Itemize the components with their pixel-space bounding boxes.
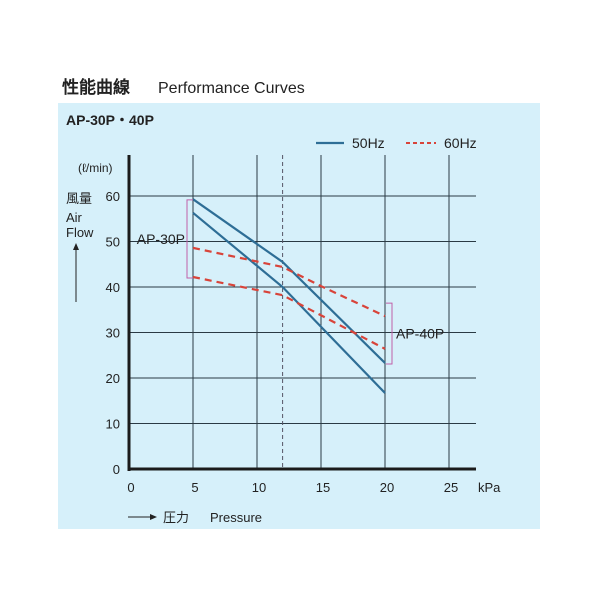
- chart-title: Performance Curves: [158, 80, 305, 97]
- axes: 0 10 20 30 40 50 60 0 5 10 15 20 25: [106, 155, 476, 495]
- x-label: Pressure: [210, 510, 262, 525]
- chart-subtitle: AP-30P・40P: [66, 112, 154, 128]
- y-label: Air Flow: [66, 210, 94, 240]
- x-tick-label: 25: [444, 480, 458, 495]
- y-tick-label: 60: [106, 189, 120, 204]
- y-label-jp: 風量: [66, 191, 92, 206]
- chart-title-jp: 性能曲線: [62, 77, 130, 97]
- y-unit-label: (ℓ/min): [78, 161, 113, 175]
- legend-50hz-label: 50Hz: [352, 135, 385, 151]
- legend-60hz-label: 60Hz: [444, 135, 477, 151]
- series-line-ap-40p-50hz: [192, 198, 386, 364]
- x-label-jp: 圧力: [163, 510, 189, 525]
- series-line-ap-40p-60hz: [192, 246, 386, 318]
- y-tick-label: 40: [106, 280, 120, 295]
- series-line-ap-30p-60hz: [192, 275, 386, 350]
- x-tick-label: 10: [252, 480, 266, 495]
- y-label-line: Flow: [66, 225, 94, 240]
- x-arrow-icon: [128, 514, 157, 520]
- grid: [129, 155, 476, 469]
- chart-panel: [58, 103, 540, 529]
- x-tick-label: 20: [380, 480, 394, 495]
- series-group: AP-30P AP-40P: [137, 198, 444, 394]
- y-tick-label: 0: [113, 462, 120, 477]
- x-tick-label: 0: [127, 480, 134, 495]
- y-tick-label: 10: [106, 417, 120, 432]
- y-tick-label: 50: [106, 235, 120, 250]
- x-tick-label: 15: [316, 480, 330, 495]
- y-tick-label: 30: [106, 326, 120, 341]
- annotation-ap-30p: AP-30P: [137, 231, 185, 247]
- legend: 50Hz 60Hz: [316, 135, 477, 151]
- y-tick-label: 20: [106, 371, 120, 386]
- bracket-ap-40p: [386, 302, 393, 365]
- series-line-ap-30p-50hz: [192, 211, 386, 394]
- x-tick-label: 5: [191, 480, 198, 495]
- annotation-ap-40p: AP-40P: [396, 326, 444, 342]
- x-unit-label: kPa: [478, 480, 501, 495]
- bracket-ap-30p: [186, 199, 193, 279]
- y-label-line: Air: [66, 210, 83, 225]
- y-arrow-icon: [73, 243, 79, 302]
